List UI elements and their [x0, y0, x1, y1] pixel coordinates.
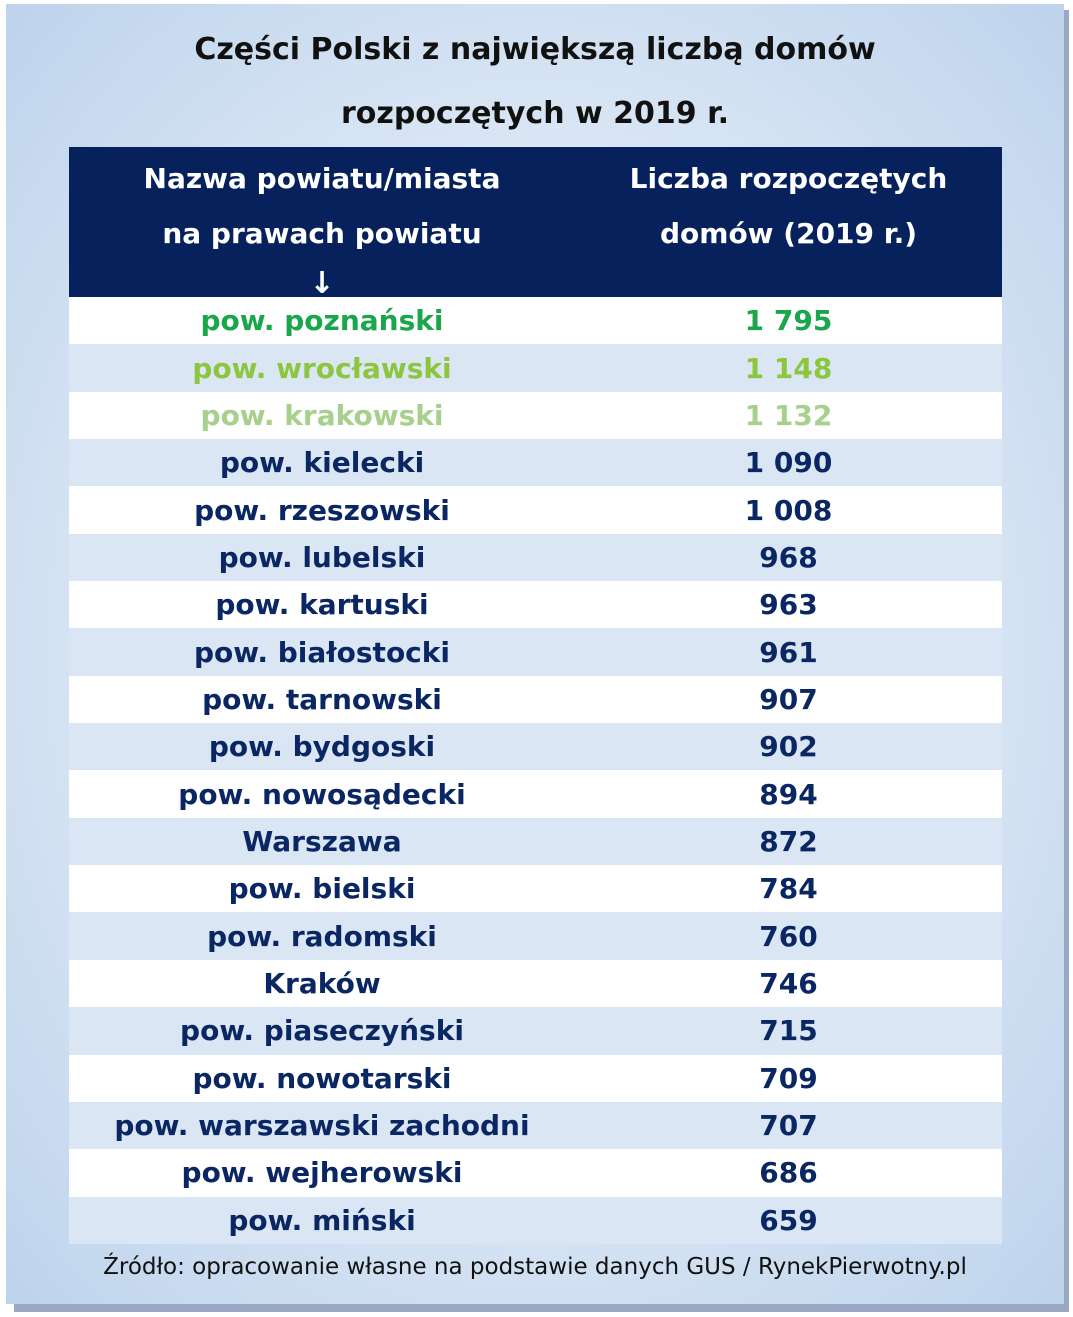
row-name: pow. kartuski [215, 588, 429, 622]
data-table: Nazwa powiatu/miasta na prawach powiatu … [69, 147, 1002, 1244]
row-value: 1 090 [744, 446, 833, 480]
row-name: pow. radomski [207, 919, 437, 953]
row-value: 659 [759, 1203, 818, 1237]
row-value: 968 [759, 540, 818, 574]
row-value: 1 148 [744, 351, 833, 385]
row-name: pow. krakowski [200, 398, 444, 432]
row-value: 961 [759, 635, 818, 669]
table-row: pow. piaseczyński 715 [69, 1007, 1002, 1055]
row-name: Warszawa [242, 824, 402, 858]
column-header-value-line-2: domów (2019 r.) [659, 217, 918, 250]
table-row: Kraków 746 [69, 959, 1002, 1008]
table-row: pow. kartuski 963 [69, 581, 1002, 629]
row-name: pow. nowotarski [192, 1061, 452, 1095]
row-name: pow. kielecki [219, 446, 425, 480]
row-value: 894 [759, 777, 818, 811]
row-value: 760 [759, 919, 818, 953]
row-name: pow. nowosądecki [178, 777, 466, 811]
row-name: pow. bydgoski [208, 730, 436, 764]
table-row: pow. krakowski 1 132 [69, 391, 1002, 440]
row-value: 1 132 [744, 398, 833, 432]
row-name: pow. lubelski [218, 540, 426, 574]
row-name: pow. piaseczyński [180, 1014, 464, 1048]
table-row: pow. białostocki 961 [69, 628, 1002, 676]
source-note: Źródło: opracowanie własne na podstawie … [103, 1254, 967, 1280]
table-header: Nazwa powiatu/miasta na prawach powiatu … [69, 147, 1002, 301]
column-header-value: Liczba rozpoczętych domów (2019 r.) [575, 151, 1002, 261]
table-row: pow. miński 659 [69, 1196, 1002, 1244]
row-value: 746 [759, 966, 818, 1000]
table-row: pow. lubelski 968 [69, 533, 1002, 582]
table-row: pow. nowotarski 709 [69, 1054, 1002, 1102]
column-header-name-line-1: Nazwa powiatu/miasta [143, 162, 501, 195]
row-name: Kraków [263, 966, 381, 1000]
table-row: pow. bydgoski 902 [69, 723, 1002, 771]
infographic-panel: Części Polski z największą liczbą domów … [6, 4, 1064, 1304]
row-value: 686 [759, 1156, 818, 1190]
table-body: pow. poznański 1 795 pow. wrocławski 1 148 p… [69, 297, 1002, 1244]
table-row: pow. kielecki 1 090 [69, 439, 1002, 487]
table-row: pow. warszawski zachodni 707 [69, 1101, 1002, 1150]
table-row: pow. tarnowski 907 [69, 675, 1002, 724]
row-name: pow. miński [228, 1203, 416, 1237]
arrow-down-icon: ↓ [309, 266, 335, 301]
row-value: 902 [759, 730, 818, 764]
row-name: pow. poznański [200, 304, 444, 338]
row-value: 907 [759, 682, 818, 716]
title-line-2: rozpoczętych w 2019 r. [340, 96, 730, 131]
row-value: 1 008 [744, 493, 833, 527]
row-value: 707 [759, 1109, 818, 1143]
row-value: 784 [759, 872, 818, 906]
row-name: pow. tarnowski [202, 682, 442, 716]
table-row: pow. bielski 784 [69, 865, 1002, 913]
column-header-name: Nazwa powiatu/miasta na prawach powiatu … [69, 151, 575, 307]
row-value: 872 [759, 824, 818, 858]
row-name: pow. białostocki [193, 635, 450, 669]
table-row: Warszawa 872 [69, 817, 1002, 866]
table-row: pow. wrocławski 1 148 [69, 344, 1002, 392]
row-name: pow. bielski [228, 872, 416, 906]
row-value: 709 [759, 1061, 818, 1095]
row-value: 963 [759, 588, 818, 622]
table-row: pow. wejherowski 686 [69, 1149, 1002, 1197]
row-name: pow. rzeszowski [194, 493, 450, 527]
title-line-1: Części Polski z największą liczbą domów [194, 32, 876, 67]
row-name: pow. wejherowski [181, 1156, 463, 1190]
table-row: pow. rzeszowski 1 008 [69, 486, 1002, 534]
table-row: pow. radomski 760 [69, 912, 1002, 960]
row-name: pow. wrocławski [192, 351, 452, 385]
table-row: pow. nowosądecki 894 [69, 770, 1002, 818]
row-value: 715 [759, 1014, 818, 1048]
column-header-name-line-2: na prawach powiatu [162, 217, 482, 250]
row-value: 1 795 [744, 304, 833, 338]
row-name: pow. warszawski zachodni [114, 1109, 530, 1143]
column-header-value-line-1: Liczba rozpoczętych [629, 162, 948, 195]
table-row: pow. poznański 1 795 [69, 297, 1002, 345]
